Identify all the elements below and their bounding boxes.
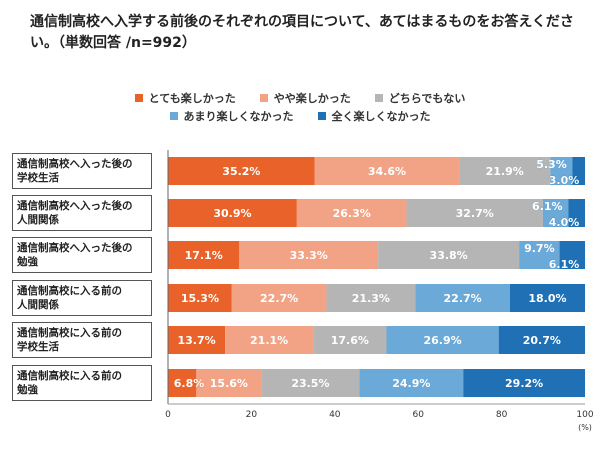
data-label: 34.6% (368, 165, 406, 178)
bar-segment (168, 199, 297, 227)
legend-swatch (169, 112, 178, 120)
x-tick-label: 80 (496, 410, 508, 420)
x-tick-label: 60 (412, 410, 424, 420)
data-label: 24.9% (392, 377, 430, 390)
category-label: 通信制高校に入る前の 人間関係 (12, 280, 152, 316)
data-label: 15.6% (210, 377, 248, 390)
data-label: 4.0% (549, 216, 580, 229)
legend-label: どちらでもない (388, 92, 466, 105)
category-label: 通信制高校に入る前の 学校生活 (12, 322, 152, 358)
legend-swatch (317, 112, 326, 120)
data-label: 6.1% (532, 200, 563, 213)
data-label: 13.7% (177, 334, 215, 347)
category-label: 通信制高校へ入った後の 学校生活 (12, 153, 152, 189)
data-label: 6.1% (549, 258, 580, 271)
legend-label: とても楽しかった (148, 92, 236, 105)
category-label: 通信制高校へ入った後の 人間関係 (12, 195, 152, 231)
data-label: 22.7% (444, 292, 482, 305)
x-tick-label: 0 (165, 410, 171, 420)
data-label: 17.6% (331, 334, 369, 347)
data-label: 29.2% (505, 377, 543, 390)
bar-segment (359, 369, 464, 397)
bar-segment (296, 199, 407, 227)
data-label: 33.8% (430, 249, 468, 262)
legend-label: あまり楽しくなかった (183, 110, 294, 123)
data-label: 18.0% (528, 292, 566, 305)
category-label: 通信制高校に入る前の 勉強 (12, 365, 152, 401)
legend-item: やや楽しかった (259, 90, 351, 106)
legend-item: あまり楽しくなかった (169, 108, 294, 124)
data-label: 9.7% (524, 242, 555, 255)
bar-segment (378, 241, 520, 269)
x-unit-label: (%) (578, 423, 592, 432)
bar-segment (568, 199, 585, 227)
bar-segment (509, 284, 585, 312)
bar-segment (542, 199, 569, 227)
data-label: 23.5% (291, 377, 329, 390)
data-label: 26.3% (333, 207, 371, 220)
x-tick-label: 20 (246, 410, 258, 420)
data-label: 3.0% (549, 174, 580, 187)
data-label: 32.7% (456, 207, 494, 220)
legend-row-1: とても楽しかった やや楽しかった どちらでもない (0, 90, 600, 106)
legend-item: 全く楽しくなかった (317, 108, 431, 124)
legend-swatch (134, 94, 143, 102)
bar-segment (168, 369, 197, 397)
bar-segment (239, 241, 379, 269)
data-label: 15.3% (181, 292, 219, 305)
legend-label: 全く楽しくなかった (331, 110, 431, 123)
bar-segment (498, 326, 585, 354)
legend-label: やや楽しかった (273, 92, 351, 105)
bar-segment (168, 326, 226, 354)
bar-segment (314, 157, 460, 185)
bar-segment (386, 326, 499, 354)
data-label: 26.9% (424, 334, 462, 347)
legend-row-2: あまり楽しくなかった 全く楽しくなかった (0, 108, 600, 124)
legend-swatch (374, 94, 383, 102)
bar-segment (559, 241, 585, 269)
bar-segment (196, 369, 262, 397)
chart-title: 通信制高校へ入学する前後のそれぞれの項目について、あてはまるものをお答えください… (30, 14, 574, 51)
bar-segment (415, 284, 510, 312)
data-label: 33.3% (290, 249, 328, 262)
bar-segment (261, 369, 360, 397)
bar-segment (231, 284, 327, 312)
bar-segment (459, 157, 551, 185)
data-label: 30.9% (213, 207, 251, 220)
data-label: 20.7% (523, 334, 561, 347)
data-label: 6.8% (174, 377, 205, 390)
bar-segment (168, 284, 232, 312)
data-label: 5.3% (536, 158, 567, 171)
data-label: 21.9% (486, 165, 524, 178)
bar-segment (225, 326, 314, 354)
bar-segment (168, 241, 240, 269)
legend-item: どちらでもない (374, 90, 466, 106)
bar-segment (550, 157, 573, 185)
bar-segment (313, 326, 387, 354)
data-label: 21.3% (352, 292, 390, 305)
data-label: 17.1% (185, 249, 223, 262)
x-tick-label: 100 (576, 410, 593, 420)
bar-segment (406, 199, 543, 227)
bar-segment (572, 157, 585, 185)
bar-segment (519, 241, 560, 269)
bar-segment (326, 284, 416, 312)
data-label: 21.1% (250, 334, 288, 347)
data-label: 35.2% (222, 165, 260, 178)
bar-segment (168, 157, 315, 185)
x-tick-label: 40 (329, 410, 341, 420)
legend-swatch (259, 94, 268, 102)
bar-segment (463, 369, 585, 397)
legend-item: とても楽しかった (134, 90, 236, 106)
category-label: 通信制高校へ入った後の 勉強 (12, 237, 152, 273)
data-label: 22.7% (260, 292, 298, 305)
